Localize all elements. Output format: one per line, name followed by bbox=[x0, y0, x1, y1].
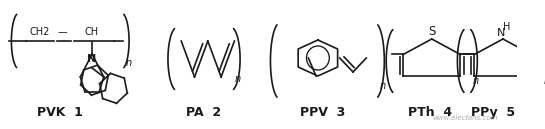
Text: PVK  1: PVK 1 bbox=[37, 106, 83, 119]
Text: n: n bbox=[234, 74, 240, 84]
Text: H: H bbox=[503, 22, 511, 32]
Text: CH: CH bbox=[85, 27, 99, 37]
Text: PTh  4: PTh 4 bbox=[408, 106, 452, 119]
Text: PPy  5: PPy 5 bbox=[471, 106, 516, 119]
Text: n: n bbox=[544, 76, 545, 86]
Text: CH2: CH2 bbox=[29, 27, 50, 37]
Text: n: n bbox=[473, 76, 479, 86]
Text: S: S bbox=[428, 25, 435, 38]
Text: www.elecfans.com: www.elecfans.com bbox=[432, 115, 498, 121]
Text: PPV  3: PPV 3 bbox=[300, 106, 346, 119]
Text: n: n bbox=[125, 58, 131, 68]
Text: N: N bbox=[87, 54, 96, 64]
Text: N: N bbox=[497, 28, 505, 38]
Text: —: — bbox=[58, 27, 68, 37]
Text: n: n bbox=[379, 81, 386, 91]
Text: PA  2: PA 2 bbox=[186, 106, 222, 119]
